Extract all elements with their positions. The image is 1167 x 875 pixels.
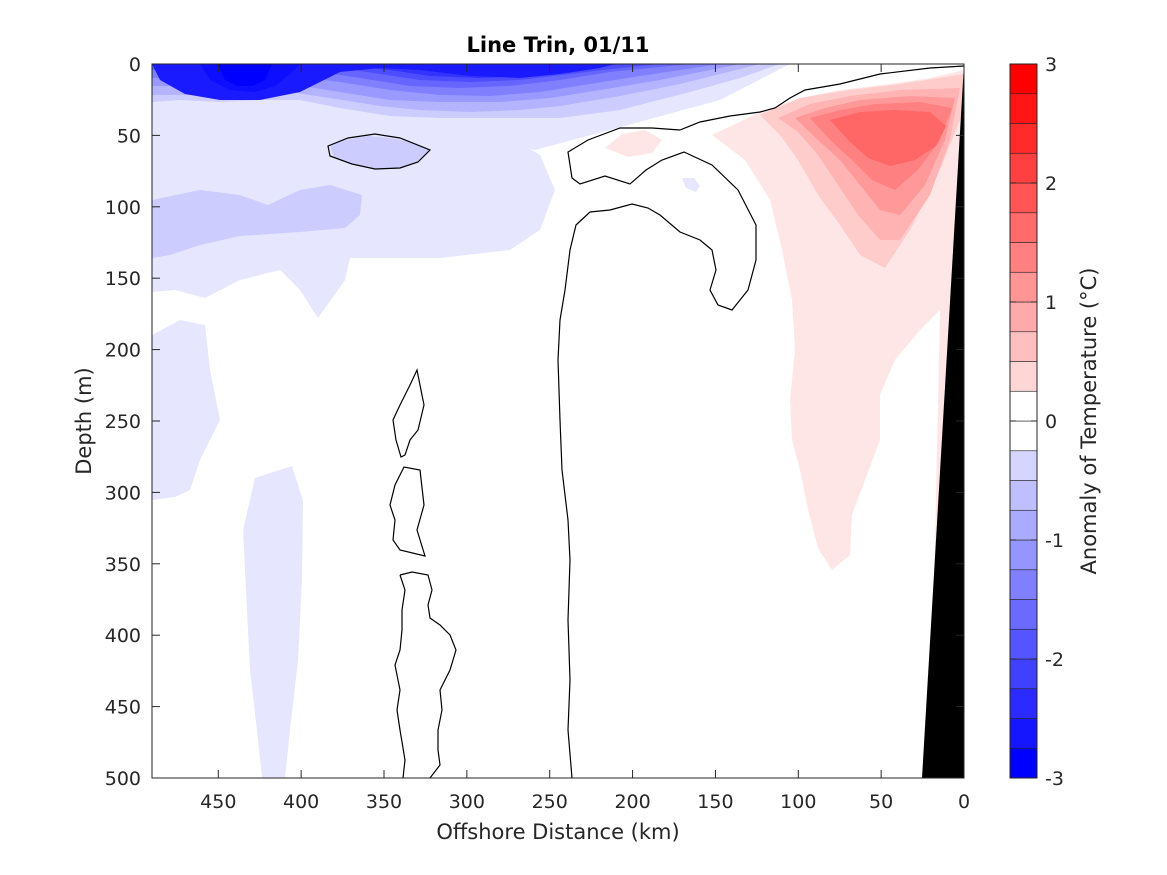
zero-contour-deep-middle [389, 466, 426, 557]
x-tick-label: 0 [958, 791, 970, 813]
colorbar-segment [1009, 63, 1038, 95]
y-tick-label: 250 [105, 411, 141, 433]
colorbar-segment [1009, 539, 1038, 571]
x-tick-label: 100 [780, 791, 816, 813]
colorbar-segment [1009, 658, 1038, 690]
chart-title: Line Trin, 01/11 [466, 33, 649, 57]
colorbar-segment [1009, 599, 1038, 630]
x-tick-label: 400 [283, 791, 319, 813]
colorbar-segment [1009, 420, 1038, 452]
zero-contour-deep-upper [392, 368, 425, 458]
y-tick-label: 300 [105, 482, 141, 504]
x-tick-label: 450 [200, 791, 236, 813]
colorbar-segment [1009, 152, 1038, 184]
colorbar-segment [1009, 390, 1038, 422]
colorbar-tick-label: 0 [1045, 411, 1057, 433]
y-tick-label: 200 [105, 340, 141, 362]
cold-region-deep-column [243, 466, 303, 778]
contour-fills [152, 64, 964, 778]
y-tick-label: 400 [105, 625, 141, 647]
axes: 450 400 350 300 250 200 150 100 50 00501001502002… [105, 54, 970, 813]
cold-shallow-eddy [330, 136, 430, 169]
y-tick-label: 350 [105, 554, 141, 576]
x-axis-label: Offshore Distance (km) [436, 820, 679, 844]
cold-near-surface-bands [152, 64, 780, 118]
colorbar-segment [1009, 628, 1038, 660]
warm-region-small-patch [605, 130, 662, 157]
zero-contours [327, 65, 964, 778]
zero-contour-shallow-eddy [327, 133, 432, 170]
colorbar-segment [1009, 301, 1038, 333]
colorbar-segment [1009, 212, 1038, 243]
y-tick-label: 500 [105, 768, 141, 790]
x-tick-label: 200 [614, 791, 650, 813]
x-tick-label: 150 [697, 791, 733, 813]
colorbar-segment [1009, 718, 1038, 749]
colorbar-tick-label: 2 [1045, 173, 1057, 195]
colorbar-segment [1009, 747, 1038, 779]
warm-core-bands [760, 74, 964, 268]
colorbar-segment [1009, 93, 1038, 124]
zero-contour-hook [557, 127, 757, 778]
colorbar-segment [1009, 123, 1038, 154]
colorbar-segment [1009, 182, 1038, 214]
y-axis-label: Depth (m) [72, 367, 96, 474]
colorbar-tick-label: -1 [1045, 530, 1064, 552]
colorbar-tick-label: -2 [1045, 649, 1064, 671]
plot-area [151, 63, 965, 779]
colorbar-segment [1009, 569, 1038, 600]
colorbar-segment [1009, 242, 1038, 273]
colorbar-segment [1009, 361, 1038, 392]
colorbar-label: Anomaly of Temperature (°C) [1077, 268, 1101, 575]
colorbar-segment [1009, 688, 1038, 719]
colorbar: -3 -2 -1 0 1 2 3 [1009, 54, 1064, 790]
colorbar-tick-label: 1 [1045, 292, 1057, 314]
zero-contour-deep-lower [394, 571, 457, 778]
colorbar-tick-label: 3 [1045, 54, 1057, 76]
x-tick-label: 300 [449, 791, 485, 813]
colorbar-segment [1009, 331, 1038, 362]
y-tick-label: 0 [129, 54, 141, 76]
y-tick-label: 50 [117, 125, 141, 147]
cold-small-patch [682, 178, 700, 192]
y-tick-label: 450 [105, 697, 141, 719]
zero-contour-surface [679, 65, 964, 131]
y-tick-label: 150 [105, 268, 141, 290]
cold-region-subsurface-core [152, 185, 362, 258]
colorbar-tick-label: -3 [1045, 768, 1064, 790]
y-tick-label: 100 [105, 197, 141, 219]
colorbar-segment [1009, 271, 1038, 303]
colorbar-segment [1009, 480, 1038, 511]
x-tick-label: 250 [532, 791, 568, 813]
bathymetry [922, 64, 964, 778]
x-tick-label: 350 [366, 791, 402, 813]
warm-region-coastal-outer [712, 70, 964, 778]
cold-region-offshore-tongue [152, 320, 220, 500]
colorbar-segment [1009, 450, 1038, 481]
colorbar-segment [1009, 509, 1038, 541]
x-tick-label: 50 [869, 791, 893, 813]
